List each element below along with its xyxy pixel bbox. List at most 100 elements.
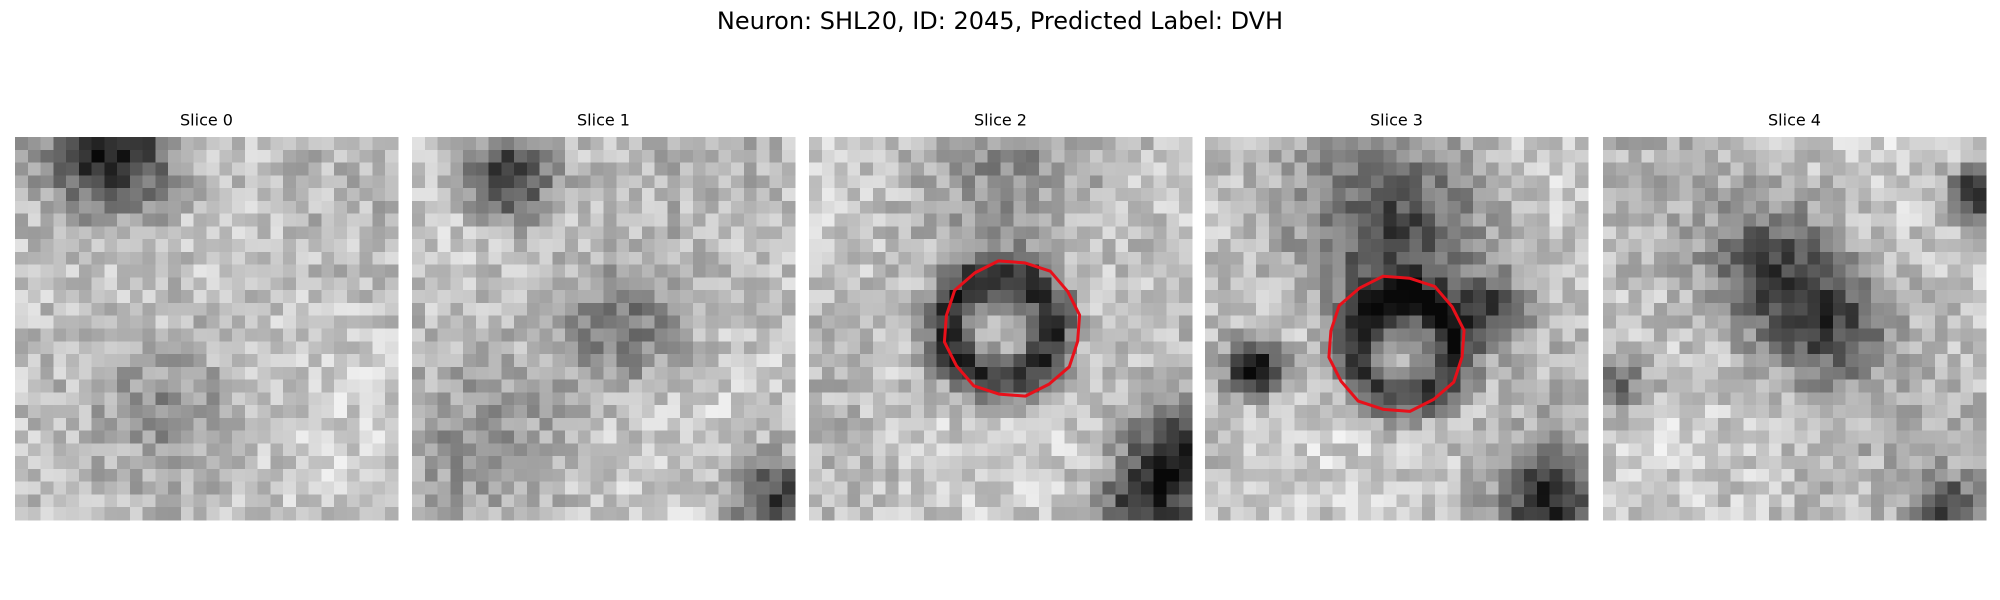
pixel (590, 366, 605, 381)
pixel (1832, 507, 1847, 521)
pixel (1051, 494, 1065, 508)
pixel (1909, 175, 1923, 189)
pixel (53, 443, 67, 457)
pixel (104, 213, 118, 227)
pixel (1268, 366, 1283, 381)
pixel (1077, 162, 1091, 176)
pixel (1319, 392, 1334, 406)
pixel (1896, 456, 1910, 470)
pixel (1934, 277, 1949, 291)
pixel (1845, 341, 1859, 355)
pixel (412, 162, 426, 176)
pixel (232, 239, 246, 253)
pixel (1319, 200, 1334, 215)
pixel (1473, 149, 1487, 164)
pixel (1307, 379, 1321, 393)
pixel (603, 392, 617, 406)
pixel (1268, 379, 1283, 393)
pixel (501, 481, 515, 496)
pixel (1383, 315, 1398, 330)
pixel (692, 379, 707, 393)
pixel (1409, 149, 1423, 164)
pixel (590, 175, 605, 189)
pixel (1654, 251, 1668, 266)
pixel (257, 430, 271, 444)
pixel (91, 379, 105, 393)
pixel (385, 277, 399, 291)
pixel (1858, 162, 1872, 176)
pixel (104, 149, 118, 164)
pixel (359, 494, 374, 508)
pixel (847, 188, 861, 202)
pixel (1345, 379, 1359, 393)
pixel (1909, 494, 1923, 508)
pixel (1051, 417, 1065, 432)
pixel (1960, 188, 1974, 202)
pixel (667, 354, 681, 368)
pixel (1102, 188, 1116, 202)
pixel (180, 417, 195, 432)
pixel (514, 213, 528, 227)
pixel (949, 379, 963, 393)
pixel (821, 366, 836, 381)
pixel (705, 188, 719, 202)
pixel (437, 137, 451, 151)
pixel (1909, 162, 1923, 176)
pixel (1973, 341, 1987, 355)
pixel (769, 443, 783, 457)
pixel (974, 405, 989, 419)
pixel (1140, 366, 1155, 381)
pixel (1511, 354, 1525, 368)
pixel (680, 200, 694, 215)
pixel (1485, 315, 1500, 330)
pixel (821, 200, 836, 215)
pixel (1345, 443, 1359, 457)
pixel (1820, 328, 1834, 342)
pixel (590, 507, 605, 521)
pixel (1807, 328, 1821, 342)
pixel (1575, 328, 1589, 342)
pixel (847, 366, 861, 381)
pixel (308, 494, 322, 508)
pixel (104, 188, 118, 202)
pixel (1434, 405, 1449, 419)
pixel (501, 379, 515, 393)
pixel (1832, 354, 1847, 368)
pixel (782, 481, 796, 496)
pixel (1217, 328, 1232, 342)
pixel (1064, 315, 1078, 330)
pixel (180, 277, 195, 291)
pixel (987, 494, 1002, 508)
pixel (1205, 405, 1219, 419)
pixel (847, 354, 861, 368)
pixel (654, 494, 668, 508)
pixel (283, 149, 297, 164)
pixel (1000, 328, 1014, 342)
pixel (1807, 277, 1821, 291)
pixel (117, 315, 131, 330)
pixel (1153, 494, 1168, 508)
pixel (1730, 264, 1745, 279)
pixel (424, 315, 439, 330)
pixel (1089, 481, 1104, 496)
pixel (1345, 507, 1359, 521)
pixel (1358, 405, 1372, 419)
pixel (1179, 328, 1193, 342)
pixel (809, 494, 823, 508)
pixel (155, 392, 169, 406)
pixel (705, 239, 719, 253)
pixel (1447, 239, 1461, 253)
pixel (66, 443, 80, 457)
pixel (949, 264, 963, 279)
pixel (577, 137, 592, 151)
pixel (53, 188, 67, 202)
pixel (1038, 341, 1053, 355)
pixel (475, 379, 490, 393)
pixel (1679, 354, 1693, 368)
pixel (193, 251, 208, 266)
pixel (860, 149, 874, 164)
pixel (244, 213, 259, 227)
pixel (1294, 468, 1308, 483)
pixel (1934, 137, 1949, 151)
pixel (155, 456, 169, 470)
